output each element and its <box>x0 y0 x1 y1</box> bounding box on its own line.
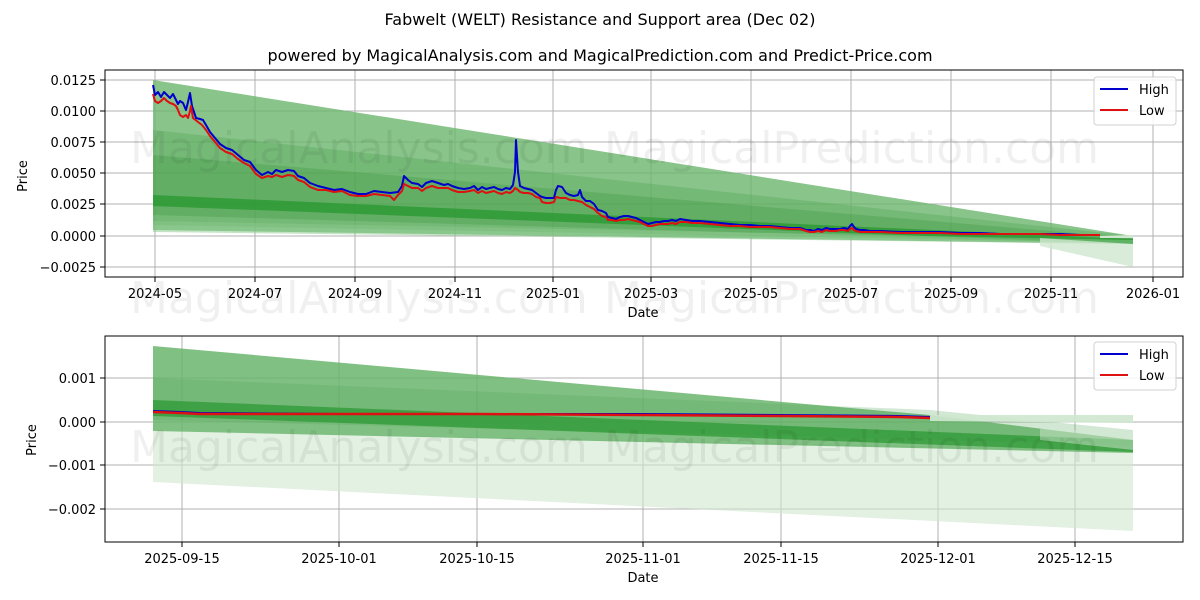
top-x-tick: 2024-05 <box>128 287 182 302</box>
top-x-tick: 2024-07 <box>228 287 282 302</box>
watermark-analysis-2: MagicalAnalysis.com <box>130 273 588 324</box>
watermark-analysis: MagicalAnalysis.com <box>130 123 588 174</box>
top-y-tick-labels: 0.0125 0.0100 0.0075 0.0050 0.0025 0.000… <box>40 74 96 276</box>
top-x-tick: 2025-05 <box>724 287 778 302</box>
bottom-ticks <box>100 377 1076 547</box>
bottom-x-tick: 2025-10-15 <box>439 552 515 567</box>
top-x-tick: 2024-11 <box>428 287 482 302</box>
top-legend: High Low <box>1093 76 1177 126</box>
bottom-x-tick: 2025-09-15 <box>144 552 220 567</box>
top-x-tick: 2025-11 <box>1024 287 1078 302</box>
bottom-x-tick: 2025-11-15 <box>743 552 819 567</box>
top-y-tick: 0.0000 <box>51 230 97 245</box>
top-y-tick: 0.0025 <box>51 198 97 213</box>
bottom-x-tick: 2025-12-01 <box>900 552 976 567</box>
top-x-tick: 2026-01 <box>1126 287 1180 302</box>
top-y-tick: 0.0125 <box>51 74 97 89</box>
legend-high-label: High <box>1139 83 1169 98</box>
bottom-y-tick: 0.000 <box>59 416 96 431</box>
top-x-tick: 2025-03 <box>624 287 678 302</box>
top-x-tick: 2025-07 <box>824 287 878 302</box>
top-low-line <box>152 93 1100 236</box>
top-x-tick: 2025-01 <box>526 287 580 302</box>
watermark-prediction: MagicalPrediction.com <box>604 123 1099 174</box>
bottom-y-tick-labels: 0.001 0.000 −0.001 −0.002 <box>48 372 96 518</box>
bottom-y-axis-label: Price <box>25 424 40 456</box>
bottom-low-line <box>152 410 931 420</box>
top-y-tick: 0.0050 <box>51 167 97 182</box>
top-chart: MagicalAnalysis.com MagicalPrediction.co… <box>16 69 1184 324</box>
legend-low-label: Low <box>1139 369 1165 384</box>
bottom-y-tick: 0.001 <box>59 372 96 387</box>
chart-subtitle: powered by MagicalAnalysis.com and Magic… <box>267 46 933 65</box>
top-ticks <box>100 79 1154 282</box>
watermark-prediction-3: MagicalPrediction.com <box>604 422 1099 473</box>
legend-high-label: High <box>1139 348 1169 363</box>
bottom-axes-frame <box>104 335 1184 543</box>
top-y-tick: 0.0075 <box>51 136 97 151</box>
bottom-x-tick: 2025-10-01 <box>301 552 377 567</box>
bottom-chart: MagicalAnalysis.com MagicalPrediction.co… <box>25 335 1184 586</box>
top-y-axis-label: Price <box>16 160 31 192</box>
bottom-legend: High Low <box>1093 341 1177 391</box>
watermark-analysis-3: MagicalAnalysis.com <box>130 422 588 473</box>
top-x-tick: 2025-09 <box>924 287 978 302</box>
top-x-tick: 2024-09 <box>328 287 382 302</box>
bottom-x-tick: 2025-11-01 <box>605 552 681 567</box>
top-high-line <box>152 84 1100 236</box>
top-x-tick-labels: 2024-05 2024-07 2024-09 2024-11 2025-01 … <box>128 287 1180 302</box>
bottom-y-tick: −0.002 <box>48 503 96 518</box>
bottom-y-tick: −0.001 <box>48 459 96 474</box>
bottom-x-tick-labels: 2025-09-15 2025-10-01 2025-10-15 2025-11… <box>144 552 1113 567</box>
top-x-axis-label: Date <box>627 306 658 321</box>
top-y-tick: 0.0100 <box>51 105 97 120</box>
legend-low-label: Low <box>1139 104 1165 119</box>
chart-title: Fabwelt (WELT) Resistance and Support ar… <box>384 10 816 29</box>
bottom-x-tick: 2025-12-15 <box>1037 552 1113 567</box>
bottom-x-axis-label: Date <box>627 571 658 586</box>
top-y-tick: −0.0025 <box>40 261 96 276</box>
